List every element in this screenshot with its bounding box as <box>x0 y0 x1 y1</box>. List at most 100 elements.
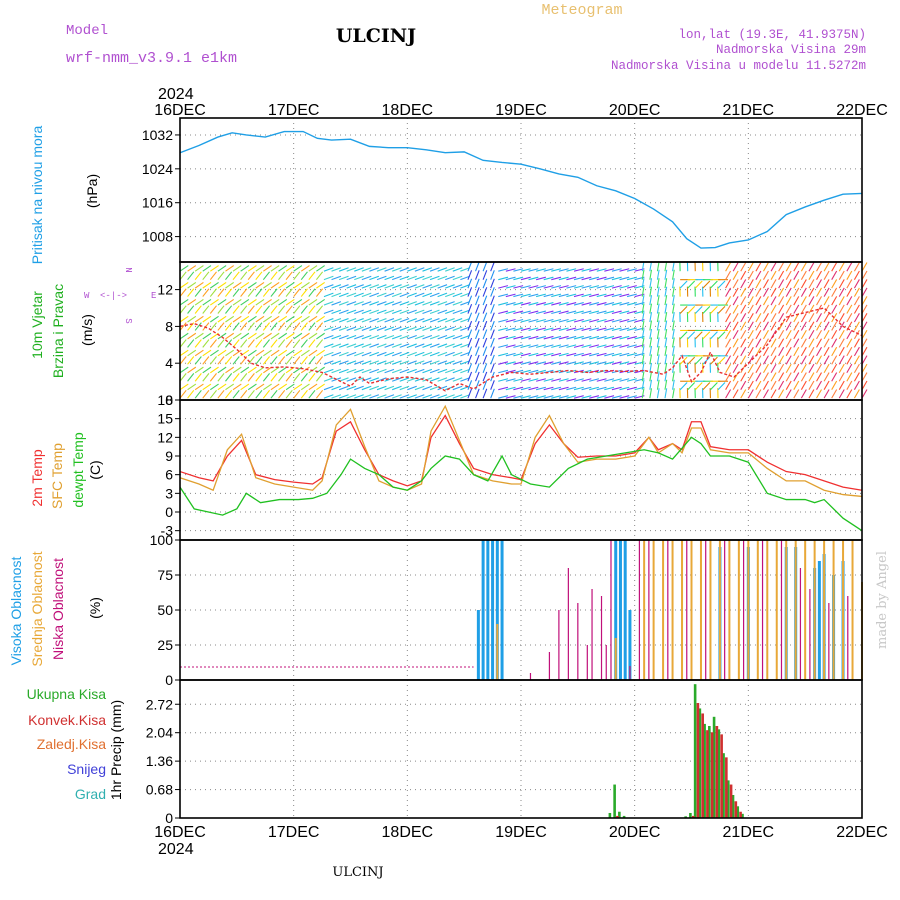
wind-barb <box>475 329 480 340</box>
wind-barb <box>861 338 868 348</box>
wind-barb <box>262 288 271 297</box>
wind-barb <box>619 386 630 391</box>
wind-barb <box>232 298 242 306</box>
wind-barb <box>361 377 372 382</box>
wind-barb <box>808 389 815 399</box>
panel-4: 2.722.041.360.680 <box>146 680 862 826</box>
wind-barb <box>596 318 607 323</box>
wind-barb <box>520 335 531 340</box>
temp-title-sfc: SFC Temp <box>49 443 65 509</box>
wind-barb <box>179 265 189 272</box>
wind-barb <box>528 293 539 298</box>
bottom-time-tick-label: 18DEC <box>382 824 434 841</box>
wind-barb <box>558 386 569 391</box>
wind-barb <box>778 296 785 306</box>
wind-barb <box>460 351 470 357</box>
wind-barb <box>399 385 410 391</box>
wind-barb <box>422 343 433 348</box>
wind-barb <box>225 356 233 365</box>
wind-barb <box>202 288 210 297</box>
bottom-time-tick-label: 19DEC <box>495 824 547 841</box>
wind-barb <box>793 380 800 390</box>
wind-barb <box>823 279 830 289</box>
wind-barb <box>861 296 868 306</box>
wind-barb <box>217 339 225 348</box>
wind-barb <box>361 318 372 323</box>
wind-barb <box>338 334 349 340</box>
credit-text: made by Angel <box>875 551 890 649</box>
wind-barb <box>596 268 607 272</box>
wind-barb <box>755 313 762 323</box>
wind-barb <box>513 395 524 399</box>
wind-barb <box>656 320 660 331</box>
wind-barb <box>369 343 380 348</box>
wind-barb <box>596 386 607 391</box>
wind-barb <box>725 287 732 297</box>
wind-barb <box>816 304 822 314</box>
y-tick-label: -3 <box>161 523 174 539</box>
wind-barb <box>452 385 463 391</box>
wind-barb <box>399 360 410 365</box>
wind-barb <box>467 287 473 297</box>
wind-barb <box>656 337 660 348</box>
panels: 1032102410161008128401815129630-31007550… <box>142 117 868 826</box>
wind-barb <box>770 372 777 382</box>
wind-barb <box>445 318 455 323</box>
wind-barb <box>445 326 455 331</box>
wind-barb <box>414 334 425 340</box>
wind-barb <box>179 271 187 281</box>
wind-barb <box>732 313 739 323</box>
wind-barb <box>399 318 410 323</box>
wind-barb <box>816 313 822 323</box>
wind-barb <box>536 395 546 399</box>
wind-barb <box>770 262 777 272</box>
wind-barb <box>232 366 242 374</box>
wind-barb <box>770 380 777 390</box>
wind-barb <box>641 320 645 331</box>
wind-barb <box>611 378 622 382</box>
wind-barb <box>422 360 433 365</box>
wind-barb <box>573 369 584 374</box>
wind-barb <box>490 278 495 289</box>
precip-legend-snow: Snijeg <box>67 761 106 777</box>
precip-legend-graupel: Grad <box>75 786 106 802</box>
wind-barb <box>740 372 747 382</box>
wind-barb <box>270 373 278 382</box>
wind-barb <box>308 339 316 348</box>
wind-barb <box>316 265 325 272</box>
wind-barb <box>346 301 357 306</box>
total-precip-bar <box>703 723 706 818</box>
wind-barb <box>566 293 577 298</box>
wind-barb <box>323 275 334 281</box>
wind-barb <box>710 331 718 340</box>
wind-barb <box>558 268 569 272</box>
mid-cloud-bar <box>643 540 646 680</box>
wind-barb <box>278 288 286 297</box>
wind-barb <box>278 332 288 340</box>
wind-barb <box>293 332 303 340</box>
wind-barb <box>338 343 349 348</box>
wind-barb <box>308 298 318 306</box>
precip-legend-total: Ukupna Kisa <box>27 686 107 702</box>
wind-barb <box>626 352 637 357</box>
total-precip-bar <box>722 753 725 818</box>
wind-barb <box>369 368 380 374</box>
wind-barb <box>816 389 822 399</box>
wind-barb <box>354 318 364 323</box>
wind-barb <box>649 269 653 280</box>
model-elevation-label: Nadmorska Visina u modelu 11.5272m <box>611 59 866 73</box>
wind-barb <box>710 382 718 391</box>
wind-barb <box>717 356 726 365</box>
wind-barb <box>475 295 480 306</box>
wind-barb <box>589 352 600 357</box>
mid-cloud-bar <box>832 540 835 680</box>
wind-barb <box>308 349 318 357</box>
wind-barb <box>498 395 509 399</box>
wind-barb <box>543 293 554 298</box>
wind-barb <box>513 335 524 340</box>
wind-barb <box>513 361 524 365</box>
mid-cloud-bar <box>690 540 693 680</box>
wind-barb <box>694 280 703 289</box>
wind-barb <box>376 309 387 315</box>
wind-barb <box>202 389 210 399</box>
